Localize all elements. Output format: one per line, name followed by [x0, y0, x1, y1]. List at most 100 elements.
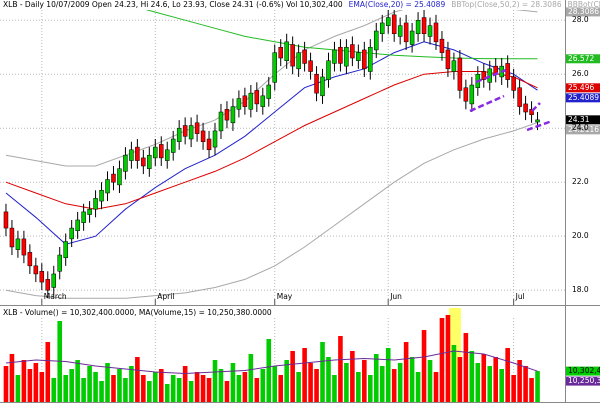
y-tick-label: 26.0	[572, 69, 589, 78]
trend-line	[469, 94, 505, 113]
value-tag	[566, 83, 600, 93]
candle-body	[69, 227, 74, 240]
candle-body	[445, 49, 451, 70]
candle-body	[57, 254, 62, 272]
value-tag-label: 25.4089	[568, 93, 599, 102]
volume-bar	[308, 363, 313, 402]
volume-bar	[117, 369, 122, 402]
price-header: XLB - Daily 10/07/2009 Open 24.23, Hi 24…	[3, 0, 600, 9]
candle-body	[427, 25, 433, 37]
value-tag	[566, 54, 600, 64]
volume-bar	[9, 354, 15, 402]
volume-bar	[290, 351, 295, 402]
volume-bar	[236, 375, 242, 402]
candle-body	[218, 111, 224, 132]
candle-body	[135, 146, 140, 161]
volume-bar	[135, 357, 140, 402]
volume-bar	[314, 369, 319, 402]
candle-body	[141, 157, 146, 167]
volume-bar	[362, 360, 367, 402]
volume-bar	[39, 372, 45, 402]
volume-bar	[266, 339, 272, 402]
volume-bar	[99, 381, 104, 402]
candle-body	[248, 92, 254, 110]
volume-bar	[350, 351, 355, 402]
candle-body	[188, 125, 194, 140]
trend-line	[531, 102, 541, 112]
volume-bar	[230, 363, 236, 402]
volume-bar	[326, 357, 331, 402]
candle-body	[535, 119, 540, 123]
candle-body	[254, 90, 260, 105]
candle-body	[15, 238, 21, 250]
candle-body	[111, 173, 116, 183]
candle-body	[3, 211, 9, 229]
candle-body	[153, 146, 158, 159]
volume-bar	[224, 381, 230, 402]
value-tag-label: 24.2116	[568, 125, 599, 134]
candle-body	[517, 87, 522, 107]
volume-bar	[511, 375, 516, 402]
candle-body	[332, 49, 337, 64]
trend-lines	[469, 68, 553, 132]
trend-line	[475, 68, 507, 84]
candle-body	[403, 22, 409, 43]
volume-bar	[248, 354, 254, 402]
volume-bar	[69, 369, 74, 402]
volume-bar	[278, 375, 284, 402]
candle-body	[439, 38, 445, 53]
candle-body	[266, 84, 272, 99]
candle-body	[421, 17, 427, 34]
volume-bar	[302, 348, 307, 402]
volume-bar	[296, 372, 301, 402]
candle-body	[409, 30, 415, 45]
y-tick-label: 18.0	[572, 285, 589, 294]
volume-bar	[475, 363, 481, 402]
candle-body	[230, 106, 236, 124]
candle-body	[433, 22, 439, 43]
overlay-line	[5, 41, 538, 245]
candle-body	[51, 273, 57, 288]
ma-line	[5, 350, 538, 375]
volume-bar	[505, 348, 510, 402]
volume-bar	[176, 378, 182, 402]
legend-entry: EMA(Close,20) = 25.4089	[349, 0, 446, 9]
y-tick-label: 22.0	[572, 177, 589, 186]
value-tag	[566, 93, 600, 103]
candle-body	[236, 98, 242, 110]
candle-body	[320, 76, 325, 97]
volume-bar	[338, 336, 343, 402]
candle-body	[397, 25, 403, 37]
volume-bar	[27, 369, 33, 402]
candle-body	[81, 211, 86, 223]
volume-bar	[272, 366, 278, 402]
volume-bar	[457, 357, 463, 402]
candle-body	[117, 168, 122, 186]
volume-bar	[45, 342, 51, 402]
volume-bar	[332, 375, 337, 402]
volume-bar	[105, 363, 110, 402]
candle-body	[212, 130, 218, 148]
volume-bar	[63, 375, 68, 402]
candle-body	[314, 73, 319, 94]
volume-bar	[481, 354, 487, 402]
candle-body	[379, 22, 385, 34]
candle-body	[159, 144, 164, 159]
candle-body	[206, 138, 212, 151]
overlay-line	[5, 122, 538, 299]
value-tag	[566, 366, 600, 376]
volume-bar	[320, 342, 325, 402]
volume-bar	[493, 357, 499, 402]
candle-body	[147, 154, 152, 169]
candle-body	[308, 60, 313, 72]
volume-bar	[284, 360, 289, 402]
legend-entry: BBBot(Close,50,2) = 24.2116	[568, 0, 600, 9]
volume-bar	[487, 366, 493, 402]
candle-body	[368, 46, 373, 72]
y-tick-label: 20.0	[572, 231, 589, 240]
volume-bar	[385, 348, 391, 402]
volume-bar	[164, 384, 170, 402]
volume-bars	[3, 315, 540, 402]
candle-body	[224, 109, 230, 121]
